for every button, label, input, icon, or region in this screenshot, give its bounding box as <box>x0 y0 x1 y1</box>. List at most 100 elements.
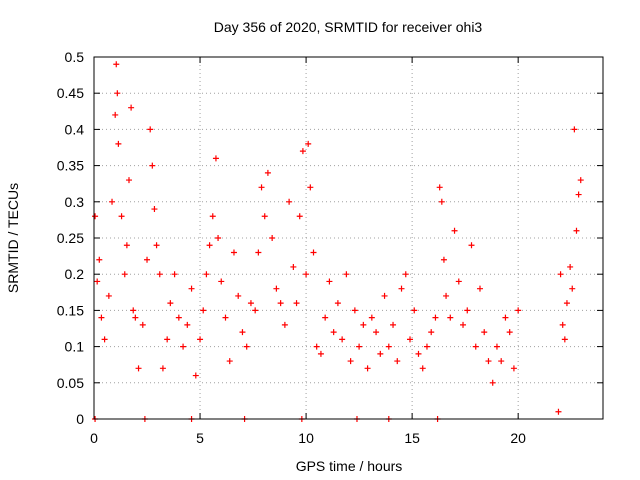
data-point <box>464 307 471 314</box>
data-point <box>390 321 397 328</box>
data-point <box>255 249 262 256</box>
data-point <box>98 314 105 321</box>
data-point <box>485 358 492 365</box>
data-point <box>472 343 479 350</box>
data-point <box>398 285 405 292</box>
x-tick-label: 15 <box>404 430 420 446</box>
data-point <box>555 408 562 415</box>
data-point <box>156 271 163 278</box>
data-point <box>515 307 522 314</box>
data-point <box>569 285 576 292</box>
data-point <box>121 271 128 278</box>
data-point <box>577 177 584 184</box>
data-point <box>247 300 254 307</box>
data-point <box>468 242 475 249</box>
data-point <box>184 321 191 328</box>
y-tick-label: 0.25 <box>57 230 84 246</box>
data-point <box>455 278 462 285</box>
data-point <box>563 300 570 307</box>
data-point <box>317 350 324 357</box>
y-tick-label: 0.45 <box>57 85 84 101</box>
data-point <box>303 271 310 278</box>
data-point <box>112 111 119 118</box>
chart-title: Day 356 of 2020, SRMTID for receiver ohi… <box>214 19 483 35</box>
data-point <box>175 314 182 321</box>
data-point <box>128 104 135 111</box>
data-point <box>277 300 284 307</box>
data-point <box>222 314 229 321</box>
data-point <box>243 343 250 350</box>
data-point <box>226 358 233 365</box>
data-point <box>440 256 447 263</box>
data-point <box>559 321 566 328</box>
data-point <box>114 90 121 97</box>
x-tick-label: 5 <box>196 430 204 446</box>
data-point <box>411 307 418 314</box>
data-point <box>310 249 317 256</box>
data-point <box>239 329 246 336</box>
data-point <box>402 271 409 278</box>
data-point <box>252 307 259 314</box>
y-tick-label: 0.35 <box>57 158 84 174</box>
y-tick-label: 0.3 <box>65 194 85 210</box>
data-point <box>510 365 517 372</box>
data-point <box>575 191 582 198</box>
data-point <box>261 213 268 220</box>
data-point <box>428 329 435 336</box>
data-point <box>159 365 166 372</box>
data-point <box>339 336 346 343</box>
data-point <box>567 263 574 270</box>
data-point <box>557 271 564 278</box>
data-point <box>385 343 392 350</box>
y-tick-label: 0.4 <box>65 121 85 137</box>
data-point <box>334 300 341 307</box>
data-point <box>326 278 333 285</box>
data-point <box>573 227 580 234</box>
data-point <box>92 213 99 220</box>
data-point <box>347 358 354 365</box>
data-point <box>209 213 216 220</box>
data-point <box>356 343 363 350</box>
data-point <box>118 213 125 220</box>
data-point <box>109 198 116 205</box>
data-point <box>215 235 222 241</box>
data-point <box>447 314 454 321</box>
data-point <box>443 292 450 299</box>
data-point <box>351 307 358 314</box>
data-point <box>489 379 496 386</box>
data-point <box>123 242 130 249</box>
data-point <box>394 358 401 365</box>
data-point <box>451 227 458 234</box>
data-point <box>269 235 276 241</box>
data-point <box>171 271 178 278</box>
data-point <box>144 256 151 263</box>
data-point <box>151 206 158 213</box>
data-point <box>101 336 108 343</box>
y-tick-label: 0.1 <box>65 339 85 355</box>
y-tick-label: 0.15 <box>57 302 84 318</box>
data-point <box>212 155 219 162</box>
data-point <box>164 336 171 343</box>
data-point <box>373 329 380 336</box>
data-point <box>147 126 154 133</box>
data-point <box>286 198 293 205</box>
data-point <box>135 365 142 372</box>
data-point <box>230 249 237 256</box>
data-point <box>407 336 414 343</box>
data-point <box>197 336 204 343</box>
data-point <box>436 184 443 191</box>
data-point <box>206 242 213 249</box>
data-point <box>235 292 242 299</box>
data-point <box>167 300 174 307</box>
data-point <box>502 314 509 321</box>
data-point <box>139 321 146 328</box>
data-point <box>218 278 225 285</box>
y-axis-label: SRMTID / TECUs <box>5 183 21 293</box>
data-point <box>296 213 303 220</box>
data-point <box>180 343 187 350</box>
data-point <box>322 314 329 321</box>
data-point <box>130 307 137 314</box>
y-tick-label: 0.5 <box>65 49 85 65</box>
data-point <box>368 314 375 321</box>
